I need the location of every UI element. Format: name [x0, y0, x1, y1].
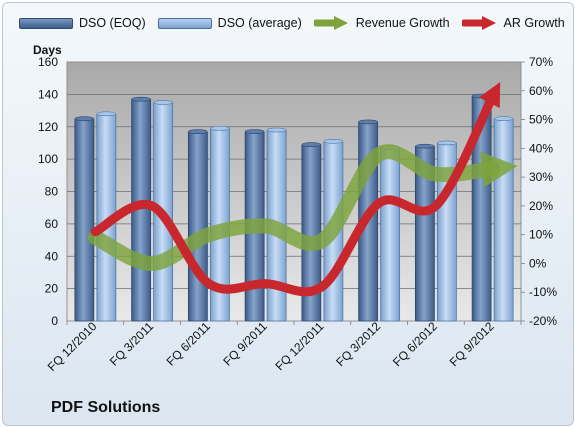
- y-tick-label: 100: [38, 152, 58, 166]
- y-tick-label: 40: [45, 249, 59, 263]
- y-axis-title: Days: [33, 43, 62, 57]
- y2-tick-label: 50%: [529, 113, 553, 127]
- revenue-growth-line-point: [94, 237, 96, 239]
- ar-growth-line-point: [208, 283, 210, 285]
- revenue-growth-line-point: [321, 239, 323, 241]
- y2-tick-label: 30%: [529, 170, 553, 184]
- y-tick-label: 20: [45, 282, 59, 296]
- bar-top-dso-eoq: [301, 142, 322, 147]
- y2-tick-label: 60%: [529, 84, 553, 98]
- legend-label-revenue-growth: Revenue Growth: [355, 16, 450, 30]
- legend-arrow-revenue-growth: [313, 16, 348, 30]
- bar-top-dso-average: [437, 140, 457, 146]
- ar-growth-line: [90, 81, 501, 297]
- y-tick-label: 60: [45, 217, 59, 231]
- ar-growth-line-point: [321, 285, 323, 287]
- y-tick-label: 140: [38, 87, 58, 101]
- x-tick-label: FQ 12/2011: [272, 319, 326, 373]
- chart-footer-title: PDF Solutions: [51, 399, 161, 416]
- bar-top-dso-average: [323, 139, 344, 144]
- legend-swatch-dso-average: [157, 17, 212, 29]
- x-tick-label: FQ 3/2012: [333, 319, 383, 369]
- bar-top-dso-eoq: [415, 143, 435, 149]
- y2-tick-label: 40%: [529, 141, 553, 155]
- revenue-growth-line-point: [151, 262, 153, 264]
- legend-item-dso-average: DSO (average): [157, 16, 302, 30]
- legend-item-revenue-growth: Revenue Growth: [313, 15, 450, 31]
- y2-tick-label: 10%: [529, 228, 553, 242]
- bar-dso-average: [380, 147, 401, 322]
- legend: DSO (EOQ) DSO (average) Revenue Growth A…: [19, 15, 565, 31]
- bar-top-dso-average: [266, 127, 287, 133]
- ar-growth-line-point: [378, 202, 380, 204]
- legend-item-dso-eoq: DSO (EOQ): [19, 16, 146, 30]
- ar-growth-line-point: [151, 205, 153, 207]
- revenue-growth-line-point: [435, 173, 437, 175]
- revenue-growth-line-point: [265, 225, 267, 227]
- bar-top-dso-eoq: [244, 129, 265, 134]
- legend-item-ar-growth: AR Growth: [461, 15, 565, 31]
- y2-tick-label: 0%: [529, 256, 547, 270]
- y-tick-label: 80: [45, 185, 59, 199]
- revenue-growth-line-point: [378, 153, 380, 155]
- x-tick-label: FQ 6/2012: [390, 319, 440, 369]
- ar-growth-line-point: [94, 231, 96, 233]
- y2-tick-label: -10%: [529, 285, 557, 299]
- legend-label-dso-eoq: DSO (EOQ): [79, 16, 146, 30]
- y-tick-label: 120: [38, 120, 58, 134]
- bar-top-dso-average: [493, 116, 514, 121]
- bar-top-dso-average: [210, 126, 230, 131]
- bar-top-dso-average: [153, 100, 173, 105]
- revenue-growth-line-point: [492, 167, 494, 169]
- bar-top-dso-eoq: [74, 116, 95, 121]
- ar-growth-line-point: [265, 283, 267, 285]
- ar-growth-line-point: [435, 205, 437, 207]
- x-tick-label: FQ 6/2011: [164, 319, 214, 369]
- bar-top-dso-average: [96, 111, 117, 117]
- chart-plot: 0 20 40 60 80 100 120 140 160 -20% -10% 0% 10% 20% 30%…: [38, 55, 557, 374]
- bar-top-dso-eoq: [358, 119, 378, 125]
- y2-tick-label: 20%: [529, 199, 553, 213]
- revenue-growth-line-point: [208, 234, 210, 236]
- bar-top-dso-eoq: [131, 96, 151, 102]
- x-tick-label: FQ 3/2011: [107, 319, 157, 369]
- y2-tick-label: 70%: [529, 55, 553, 69]
- legend-label-ar-growth: AR Growth: [503, 16, 565, 30]
- bar-dso-eoq: [74, 118, 95, 322]
- bar-dso-eoq: [187, 131, 208, 322]
- y2-tick-label: -20%: [529, 314, 557, 328]
- revenue-growth-line: [87, 144, 518, 271]
- legend-arrow-ar-growth: [461, 16, 496, 30]
- bar-top-dso-eoq: [188, 129, 208, 134]
- legend-swatch-dso-eoq: [19, 17, 73, 29]
- y-tick-label: 0: [51, 314, 58, 328]
- x-tick-label: FQ 9/2011: [220, 319, 270, 369]
- legend-label-dso-average: DSO (average): [217, 16, 302, 30]
- ar-growth-line-point: [492, 96, 494, 98]
- bar-dso-average: [493, 118, 514, 322]
- y-tick-label: 160: [38, 55, 58, 69]
- x-tick-label: FQ 9/2012: [447, 319, 497, 369]
